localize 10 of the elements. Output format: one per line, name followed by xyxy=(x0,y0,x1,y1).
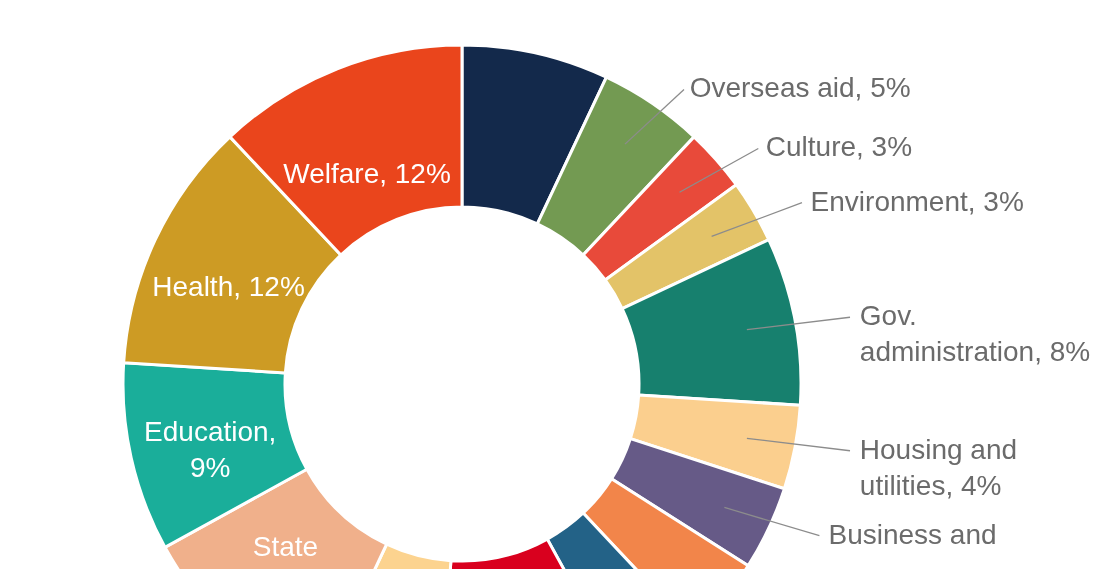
slice-label: Environment, 3% xyxy=(810,185,1024,217)
slice-label: Health, 12% xyxy=(152,271,305,303)
slice-label: Education, 9% xyxy=(144,415,277,483)
slice-label: Overseas aid, 5% xyxy=(689,72,911,104)
slice-label: State xyxy=(252,530,319,562)
slice-label: Culture, 3% xyxy=(765,131,913,163)
slice-label: Gov. administration, 8% xyxy=(859,300,1091,368)
slice-label: Welfare, 12% xyxy=(283,158,451,190)
slice-label: Housing and utilities, 4% xyxy=(859,433,1018,501)
slice-label: Business and xyxy=(828,518,997,550)
